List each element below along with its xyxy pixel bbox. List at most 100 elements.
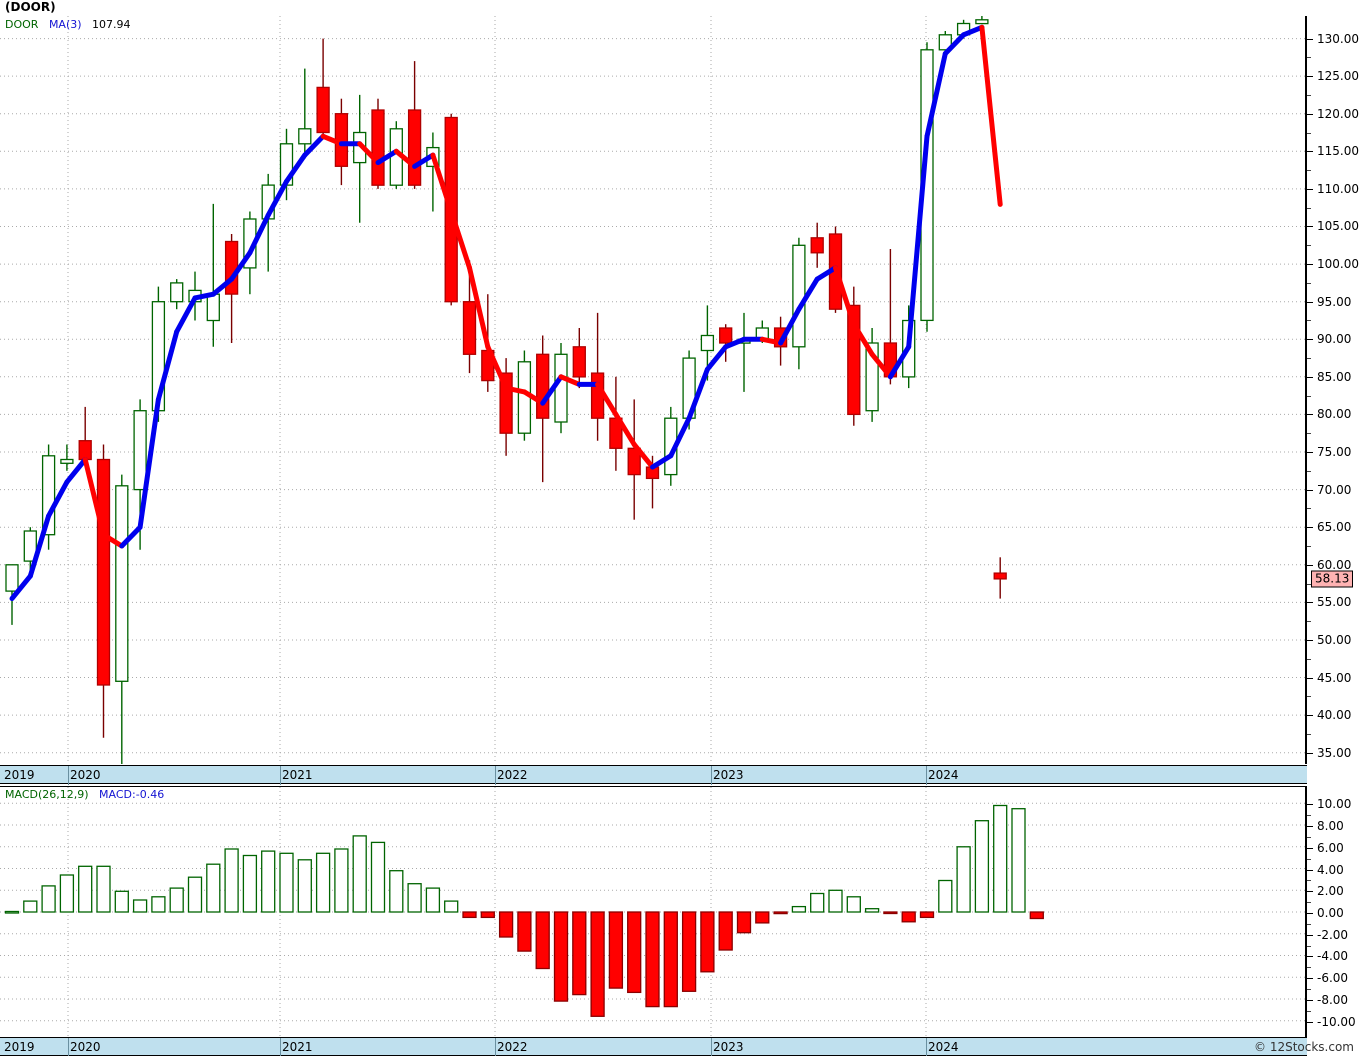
date-label-macd: 2021 [282,1040,313,1054]
price-axis-minor-tick [1307,170,1311,172]
macd-histogram-bar [389,870,404,913]
candlestick [115,474,129,764]
page-title: (DOOR) [5,0,56,14]
price-axis-tick [1307,639,1313,641]
macd-axis-label: 6.00 [1317,840,1344,855]
macd-histogram-bar [114,890,129,913]
price-axis-minor-tick [1307,94,1311,96]
macd-axis-tick [1307,934,1313,936]
macd-axis-minor-tick [1307,836,1311,838]
macd-histogram-bar [938,879,953,913]
price-axis-label: 110.00 [1317,181,1359,196]
macd-axis-label: -2.00 [1317,927,1349,942]
price-axis-minor-tick [1307,658,1311,660]
candlestick [407,61,422,189]
price-axis-label: 100.00 [1317,257,1359,272]
macd-histogram-bar [681,911,697,992]
macd-axis-tick [1307,869,1313,871]
price-axis-tick [1307,113,1313,115]
macd-histogram-bar [315,852,331,913]
candlestick [316,38,330,137]
price-axis-minor-tick [1307,207,1311,209]
price-axis-label: 75.00 [1317,445,1352,460]
candlestick [517,350,532,441]
candlestick [572,328,586,389]
macd-axis-label: 4.00 [1317,862,1344,877]
macd-histogram-bar [132,899,148,913]
price-axis-tick [1307,151,1313,153]
macd-histogram-bar [919,911,935,919]
price-axis-tick [1307,715,1313,717]
price-axis-tick [1307,339,1313,341]
price-axis-minor-tick [1307,696,1311,698]
macd-axis-tick [1307,1021,1313,1023]
date-label-macd: 2020 [70,1040,101,1054]
candlestick [170,279,184,310]
price-chart-panel[interactable] [0,16,1307,764]
candlestick [810,222,824,268]
macd-histogram-bar [627,911,642,994]
macd-histogram-bar [535,911,550,970]
macd-histogram-bar [169,887,184,913]
macd-axis-tick [1307,978,1313,980]
date-band-divider [495,1038,496,1056]
candlestick [975,16,989,25]
macd-axis-minor-tick [1307,880,1311,882]
candlestick [462,260,477,374]
legend-macd-name: MACD(26,12,9) [5,788,89,801]
title-bar: (DOOR) [0,0,1360,17]
macd-axis-tick [1307,847,1313,849]
macd-axis: 10.00 8.00 6.00 4.00 2.00 0.00 -2.00 -4.00 -6.00… [1307,786,1360,1038]
price-axis-label: 115.00 [1317,144,1359,159]
macd-axis-label: -4.00 [1317,949,1349,964]
candlestick [78,406,92,461]
date-label-price: 2024 [928,768,959,782]
date-label-price: 2020 [70,768,101,782]
macd-histogram-bar [352,835,367,913]
macd-axis-minor-tick [1307,945,1311,947]
date-label-price: 2022 [497,768,528,782]
macd-axis-label: -10.00 [1317,1014,1356,1029]
candlestick [627,399,641,520]
last-price-flag: 58.13 [1311,570,1354,588]
watermark: © 12Stocks.com [1254,1040,1354,1054]
macd-axis-tick [1307,826,1313,828]
date-band-divider [68,1038,69,1056]
macd-histogram-bar [663,911,678,1008]
price-axis-minor-tick [1307,583,1311,585]
macd-histogram-bar [700,911,715,973]
date-band-divider [280,766,281,785]
macd-chart-panel[interactable] [0,786,1307,1038]
macd-histogram-bar [279,852,294,913]
macd-histogram-bar [590,911,605,1017]
macd-histogram-bar [810,892,825,913]
price-axis-label: 130.00 [1317,31,1359,46]
price-axis-minor-tick [1307,470,1311,472]
macd-histogram-bar [718,911,733,951]
candlestick [719,324,733,362]
date-label-macd: 2024 [928,1040,959,1054]
candlestick [993,557,1007,599]
macd-histogram-bar [645,911,660,1008]
price-axis-minor-tick [1307,358,1311,360]
candlestick [590,312,605,441]
price-axis-label: 40.00 [1317,708,1352,723]
macd-histogram-bar [883,911,898,915]
price-axis-minor-tick [1307,245,1311,247]
price-axis-tick [1307,76,1313,78]
legend-macd-value: MACD:-0.46 [99,788,165,801]
macd-axis-minor-tick [1307,1010,1311,1012]
date-label-price: 2019 [4,768,35,782]
price-axis-tick [1307,376,1313,378]
macd-histogram-bar [261,850,276,913]
candlestick [224,234,239,343]
macd-histogram-bar [791,905,807,913]
date-label-macd: 2019 [4,1040,35,1054]
macd-histogram-bar [96,865,111,913]
candlestick [371,98,385,189]
price-axis-minor-tick [1307,57,1311,59]
macd-histogram-bar [1011,808,1026,913]
date-axis-price: 2019 2020 2021 2022 2023 2024 [0,765,1307,785]
price-axis-label: 120.00 [1317,106,1359,121]
